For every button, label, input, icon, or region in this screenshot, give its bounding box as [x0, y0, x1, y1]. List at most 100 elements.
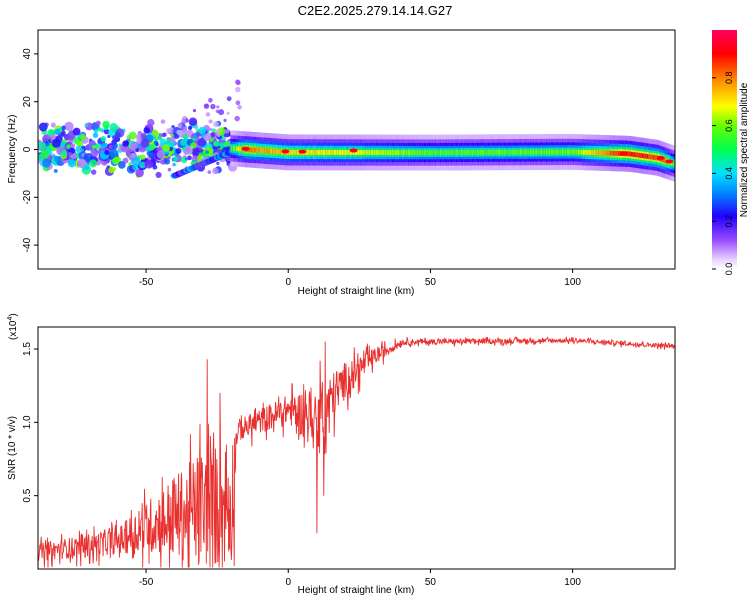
spectrogram-point	[223, 118, 227, 123]
spectrogram-band-slice	[580, 149, 583, 155]
spectrogram-band-slice	[528, 149, 531, 155]
spectrogram-band-slice	[532, 149, 535, 155]
spectrogram-band-slice	[333, 150, 336, 155]
spectrogram-band-slice	[269, 148, 272, 154]
spectrogram-band-slice	[372, 150, 375, 155]
spectrogram-band-slice	[547, 149, 550, 155]
spectrogram-band-slice	[574, 149, 577, 155]
spectrogram-band-slice	[673, 161, 675, 167]
spectrogram-band-slice	[362, 150, 365, 155]
spectrogram-band-slice	[607, 150, 610, 156]
spectrogram-band-slice	[266, 148, 269, 154]
spectrogram-band-slice	[370, 150, 373, 155]
spectrogram-point	[234, 115, 240, 122]
spectrogram-band-slice	[413, 150, 417, 155]
spectrogram-band-slice	[515, 149, 518, 155]
spectrogram-band-slice	[332, 150, 335, 155]
spectrogram-band-slice	[457, 150, 460, 155]
spectrogram-band-slice	[351, 150, 354, 155]
spectrogram-hotspot	[656, 155, 665, 160]
spectrogram-band-slice	[455, 150, 458, 155]
spectrogram-band-slice	[429, 150, 433, 155]
spectrogram-point	[212, 167, 219, 175]
spectrogram-band-slice	[627, 151, 630, 157]
spectrogram-band-slice	[524, 149, 527, 155]
spectrogram-band-slice	[596, 150, 599, 156]
spectrogram-band-slice	[651, 154, 654, 160]
spectrogram-band-slice	[306, 150, 309, 155]
spectrogram-band-slice	[444, 150, 447, 155]
spectrogram-band-slice	[489, 149, 492, 155]
spectrogram-band-slice	[448, 150, 451, 155]
spectrogram-band-slice	[664, 157, 667, 163]
spectrogram-point	[226, 111, 230, 115]
spectrogram-band-slice	[251, 147, 254, 153]
spectrogram-band-slice	[646, 154, 649, 159]
spectrogram-band-slice	[471, 150, 474, 155]
spectrogram-point	[218, 109, 225, 116]
spectrogram-band-slice	[597, 150, 600, 156]
spectrogram-band-slice	[360, 150, 364, 155]
spectrogram-point	[151, 129, 159, 136]
spectrogram-point	[147, 118, 155, 127]
spectrogram-point	[140, 154, 146, 160]
spectrogram-band-slice	[460, 150, 463, 155]
spectrogram-band-slice	[645, 153, 648, 159]
spectrogram-band-slice	[606, 150, 609, 156]
spectrogram-band-slice	[321, 150, 324, 155]
spectrogram-band-slice	[550, 149, 553, 155]
spectrogram-band-slice	[466, 150, 469, 155]
spectrogram-point	[162, 144, 171, 152]
spectrogram-band-slice	[402, 150, 405, 155]
spectrogram-point	[97, 127, 102, 132]
spectrogram-band-slice	[484, 149, 487, 155]
spectrogram-band-slice	[359, 150, 362, 155]
spectrogram-band-slice	[315, 150, 318, 155]
spectrogram-band-slice	[310, 150, 313, 155]
spectrogram-band-slice	[396, 150, 399, 155]
snr-x-tick-label: 50	[425, 577, 437, 588]
spectrogram-band-slice	[328, 150, 331, 155]
spectrogram-point	[208, 98, 213, 103]
spectrogram-band-slice	[352, 150, 355, 155]
spectrogram-band-slice	[268, 148, 271, 154]
colorbar: 0.0 0.2 0.4 0.6 0.8 Normalized spectral ampl…	[712, 30, 750, 275]
spectrogram-band-slice	[473, 149, 476, 155]
spectrogram-band-slice	[404, 150, 407, 155]
spectrogram-point	[223, 140, 231, 149]
spectrogram-band-slice	[258, 147, 261, 153]
snr-y-axis: 0.5 1.0 1.5	[22, 342, 38, 503]
spectrogram-band-slice	[262, 148, 265, 153]
spectrogram-band-slice	[497, 149, 500, 155]
spectrogram-band-slice	[406, 150, 409, 155]
spectrogram-point	[205, 112, 211, 117]
spectrogram-band-slice	[423, 150, 426, 155]
snr-multiplier: (x104)	[7, 313, 19, 340]
spectrogram-band-slice	[312, 150, 315, 155]
spectrogram-band-slice	[529, 149, 532, 155]
spectrogram-point	[235, 100, 241, 106]
spectrogram-point	[89, 159, 98, 168]
spectrogram-point	[155, 142, 159, 147]
spectrogram-band-slice	[288, 149, 291, 155]
spectrogram-band-slice	[592, 150, 595, 155]
spectrogram-band-slice	[399, 150, 402, 155]
spectrogram-point	[89, 138, 93, 142]
spectrogram-band-slice	[581, 149, 584, 155]
spectrogram-band-slice	[498, 149, 502, 155]
spectrogram-band-slice	[311, 150, 314, 155]
spectrogram-band-slice	[502, 149, 505, 155]
spectrogram-x-tick-label: 0	[285, 277, 291, 288]
spectrogram-point	[79, 134, 86, 141]
spectrogram-band-slice	[409, 150, 412, 155]
spectrogram-band-slice	[271, 148, 274, 154]
spectrogram-band-slice	[450, 150, 453, 155]
spectrogram-band-slice	[272, 148, 275, 154]
spectrogram-band-slice	[380, 150, 383, 155]
spectrogram-point	[173, 156, 179, 162]
spectrogram-band-slice	[388, 150, 391, 155]
spectrogram-band-slice	[369, 150, 372, 155]
spectrogram-point	[38, 146, 41, 151]
spectrogram-point	[144, 159, 154, 169]
